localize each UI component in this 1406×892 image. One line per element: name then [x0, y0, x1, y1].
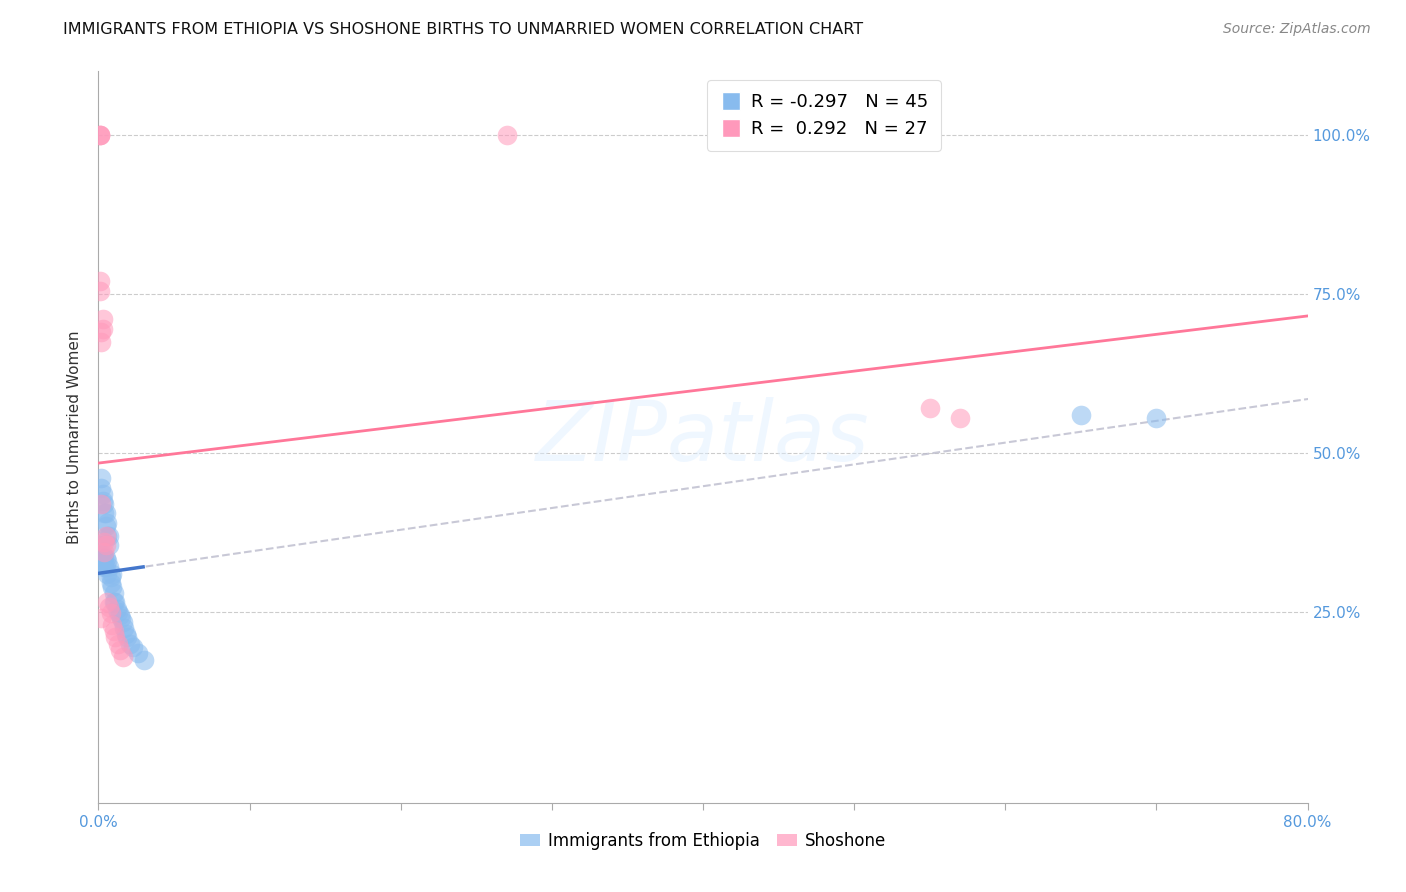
Point	[94, 529, 117, 543]
Point	[1144, 411, 1167, 425]
Point	[98, 538, 121, 552]
Point	[89, 284, 111, 298]
Y-axis label: Births to Unmarried Women: Births to Unmarried Women	[67, 330, 83, 544]
Point	[90, 481, 112, 495]
Point	[90, 497, 112, 511]
Point	[93, 507, 115, 521]
Point	[127, 646, 149, 660]
Point	[93, 560, 115, 574]
Point	[108, 608, 131, 623]
Point	[132, 653, 155, 667]
Point	[89, 128, 111, 142]
Legend: Immigrants from Ethiopia, Shoshone: Immigrants from Ethiopia, Shoshone	[513, 825, 893, 856]
Point	[103, 624, 125, 638]
Text: Source: ZipAtlas.com: Source: ZipAtlas.com	[1223, 22, 1371, 37]
Point	[101, 617, 124, 632]
Point	[94, 560, 117, 574]
Point	[90, 611, 112, 625]
Point	[90, 325, 112, 339]
Point	[91, 322, 114, 336]
Point	[91, 493, 114, 508]
Point	[96, 516, 118, 530]
Point	[105, 602, 128, 616]
Point	[918, 401, 941, 416]
Point	[96, 595, 118, 609]
Point	[94, 538, 117, 552]
Point	[91, 558, 114, 572]
Point	[111, 615, 134, 629]
Point	[93, 550, 115, 565]
Point	[91, 487, 114, 501]
Point	[96, 529, 118, 543]
Point	[89, 128, 111, 142]
Point	[107, 605, 129, 619]
Point	[91, 548, 114, 562]
Point	[114, 627, 136, 641]
Point	[94, 550, 117, 565]
Point	[949, 411, 972, 425]
Point	[90, 471, 112, 485]
Point	[94, 519, 117, 533]
Point	[96, 554, 118, 568]
Point	[89, 538, 111, 552]
Point	[93, 535, 115, 549]
Point	[89, 548, 111, 562]
Point	[89, 274, 111, 288]
Point	[495, 128, 517, 142]
Point	[100, 576, 122, 591]
Point	[94, 507, 117, 521]
Point	[91, 312, 114, 326]
Point	[98, 560, 121, 574]
Point	[100, 607, 122, 621]
Point	[98, 529, 121, 543]
Point	[103, 595, 125, 609]
Point	[108, 643, 131, 657]
Point	[90, 554, 112, 568]
Point	[96, 566, 118, 581]
Point	[101, 580, 124, 594]
Point	[100, 570, 122, 584]
Text: ZIPatlas: ZIPatlas	[536, 397, 870, 477]
Point	[107, 637, 129, 651]
Point	[93, 497, 115, 511]
Point	[98, 599, 121, 614]
Point	[103, 586, 125, 600]
Point	[89, 128, 111, 142]
Text: IMMIGRANTS FROM ETHIOPIA VS SHOSHONE BIRTHS TO UNMARRIED WOMEN CORRELATION CHART: IMMIGRANTS FROM ETHIOPIA VS SHOSHONE BIR…	[63, 22, 863, 37]
Point	[101, 566, 124, 581]
Point	[111, 649, 134, 664]
Point	[104, 631, 127, 645]
Point	[112, 621, 135, 635]
Point	[104, 595, 127, 609]
Point	[93, 544, 115, 558]
Point	[90, 334, 112, 349]
Point	[115, 631, 138, 645]
Point	[122, 640, 145, 654]
Point	[110, 611, 132, 625]
Point	[1070, 408, 1092, 422]
Point	[120, 637, 142, 651]
